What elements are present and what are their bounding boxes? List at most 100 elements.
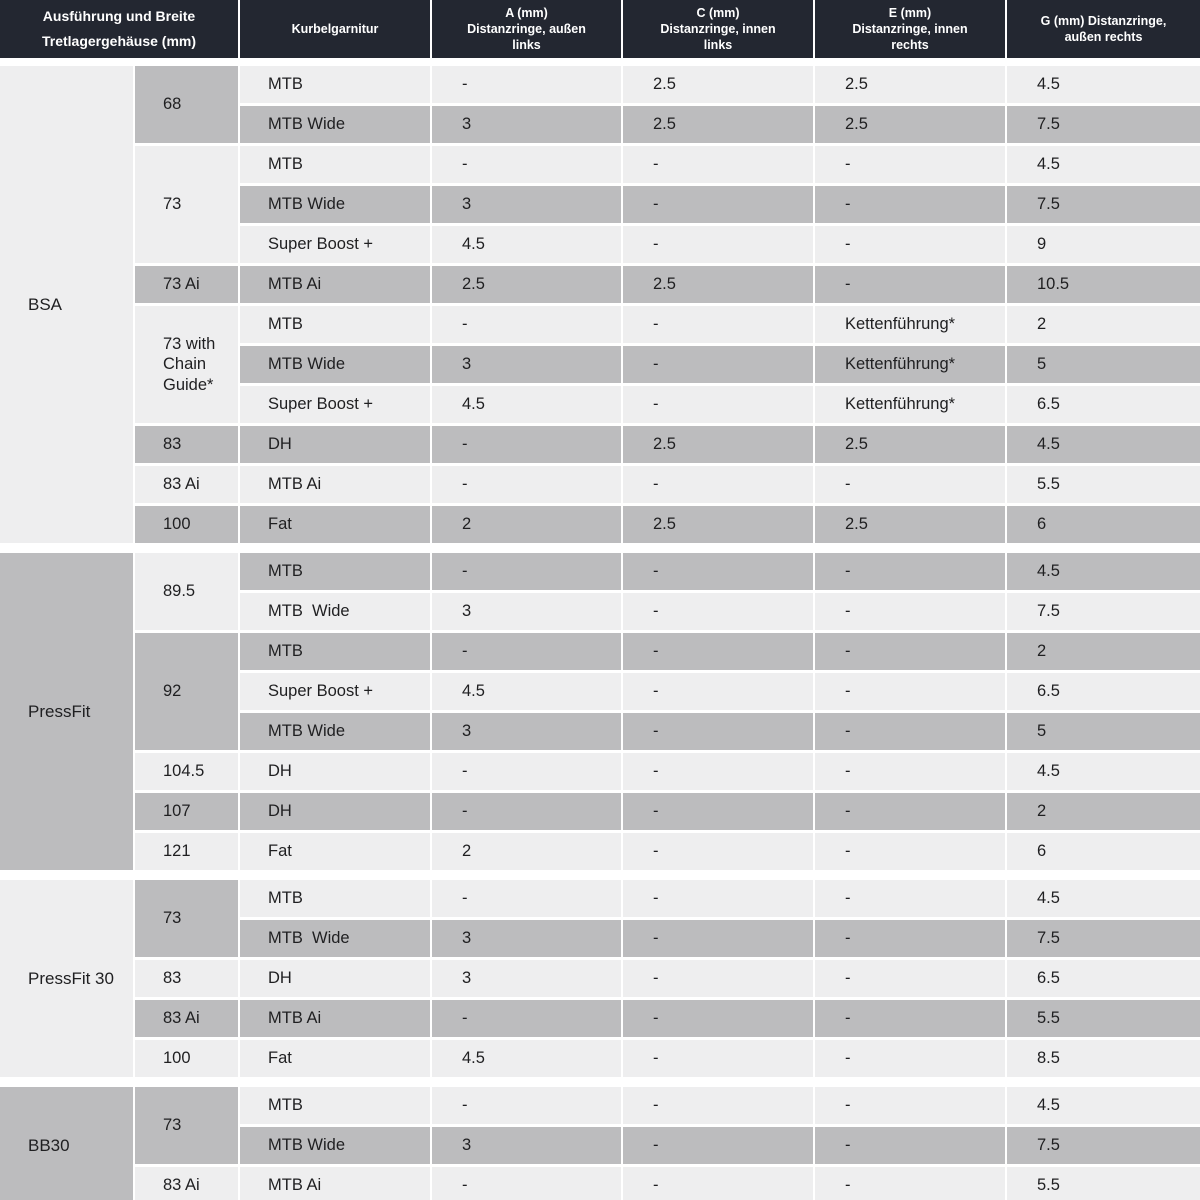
shell-width-cell: 104.5 <box>135 753 238 790</box>
shell-width-cell: 83 Ai <box>135 1167 238 1200</box>
spacer-value-a-cell: 4.5 <box>432 1040 621 1077</box>
spacer-value-a-cell: 3 <box>432 1127 621 1164</box>
spacer-value-c-cell: 2.5 <box>623 426 813 463</box>
spacer-value-c-cell: 2.5 <box>623 506 813 543</box>
section-bb30: BB30 73 MTB - - -4.5 MTB Wide 3- -7.5 83 Ai MTB Ai… <box>0 1087 1200 1200</box>
crankset-cell: MTB Wide <box>240 346 430 383</box>
spacer-value-a-cell: 3 <box>432 186 621 223</box>
shell-width-cell: 73 Ai <box>135 266 238 303</box>
spacer-value-c-cell: - <box>623 920 813 957</box>
spacer-value-g-cell: 5 <box>1007 713 1200 750</box>
spacer-value-e-cell: - <box>815 633 1005 670</box>
crankset-cell: MTB <box>240 880 430 917</box>
spacer-value-c-cell: - <box>623 713 813 750</box>
spacer-value-g-cell: 6.5 <box>1007 386 1200 423</box>
spacer-value-g-cell: 5.5 <box>1007 1167 1200 1200</box>
shell-width-cell: 73 <box>135 880 238 957</box>
shell-width-cell: 92 <box>135 633 238 750</box>
spacer-value-e-cell: - <box>815 186 1005 223</box>
spacer-value-e-cell: - <box>815 266 1005 303</box>
spacer-value-e-cell: - <box>815 1040 1005 1077</box>
shell-width-cell: 89.5 <box>135 553 238 630</box>
crankset-cell: MTB Ai <box>240 1000 430 1037</box>
spacer-value-c-cell: - <box>623 593 813 630</box>
spacer-value-e-cell: Kettenführung* <box>815 346 1005 383</box>
shell-width-cell: 73 <box>135 1087 238 1164</box>
spacer-value-c-cell: - <box>623 466 813 503</box>
spacer-value-e-cell: 2.5 <box>815 426 1005 463</box>
shell-width-cell: 73 with Chain Guide* <box>135 306 238 423</box>
shell-width-cell: 83 <box>135 960 238 997</box>
crankset-cell: Fat <box>240 833 430 870</box>
spacer-value-g-cell: 5.5 <box>1007 466 1200 503</box>
spacer-value-c-cell: - <box>623 1000 813 1037</box>
spacer-value-c-cell: - <box>623 186 813 223</box>
header-crankset-column: Kurbelgarnitur <box>240 0 430 58</box>
shell-width-cell: 83 Ai <box>135 466 238 503</box>
crankset-cell: MTB Ai <box>240 1167 430 1200</box>
shell-type-cell: PressFit <box>0 553 133 870</box>
crankset-cell: MTB Wide <box>240 713 430 750</box>
spacer-value-g-cell: 6.5 <box>1007 673 1200 710</box>
spacer-value-a-cell: - <box>432 633 621 670</box>
spacer-value-g-cell: 4.5 <box>1007 880 1200 917</box>
crankset-cell: MTB <box>240 146 430 183</box>
shell-width-cell: 100 <box>135 1040 238 1077</box>
header-a-spacer-column: A (mm) Distanzringe, außen links <box>432 0 621 58</box>
header-g-spacer-column: G (mm) Distanzringe, außen rechts <box>1007 0 1200 58</box>
spacer-value-a-cell: - <box>432 66 621 103</box>
spacer-value-a-cell: - <box>432 793 621 830</box>
spacer-value-c-cell: - <box>623 1127 813 1164</box>
crankset-cell: MTB <box>240 553 430 590</box>
crankset-cell: Fat <box>240 1040 430 1077</box>
spacer-value-a-cell: 3 <box>432 106 621 143</box>
spacer-value-g-cell: 4.5 <box>1007 553 1200 590</box>
spacer-value-c-cell: - <box>623 880 813 917</box>
spacer-value-c-cell: - <box>623 1167 813 1200</box>
crankset-cell: Super Boost + <box>240 386 430 423</box>
spacer-value-e-cell: - <box>815 593 1005 630</box>
header-shell-width-column: Ausführung und Breite Tretlagergehäuse (… <box>0 0 238 58</box>
spacer-value-e-cell: - <box>815 1127 1005 1164</box>
spacer-value-g-cell: 4.5 <box>1007 1087 1200 1124</box>
spacer-value-g-cell: 4.5 <box>1007 753 1200 790</box>
spacer-value-a-cell: - <box>432 426 621 463</box>
spacer-value-g-cell: 4.5 <box>1007 66 1200 103</box>
shell-width-cell: 83 <box>135 426 238 463</box>
spacer-value-g-cell: 5 <box>1007 346 1200 383</box>
spacer-value-e-cell: - <box>815 713 1005 750</box>
shell-type-cell: BB30 <box>0 1087 133 1200</box>
spacer-value-e-cell: 2.5 <box>815 66 1005 103</box>
spacer-value-a-cell: 3 <box>432 713 621 750</box>
shell-width-cell: 68 <box>135 66 238 143</box>
spacer-value-a-cell: - <box>432 1087 621 1124</box>
spacer-value-c-cell: - <box>623 226 813 263</box>
spacer-value-a-cell: - <box>432 553 621 590</box>
spacer-value-a-cell: 4.5 <box>432 226 621 263</box>
crankset-cell: DH <box>240 426 430 463</box>
spacer-value-c-cell: 2.5 <box>623 106 813 143</box>
crankset-cell: MTB Wide <box>240 186 430 223</box>
spacer-value-a-cell: 3 <box>432 960 621 997</box>
spacer-value-g-cell: 7.5 <box>1007 1127 1200 1164</box>
spacer-value-a-cell: 4.5 <box>432 673 621 710</box>
spacer-value-g-cell: 8.5 <box>1007 1040 1200 1077</box>
crankset-cell: Super Boost + <box>240 226 430 263</box>
spacer-value-g-cell: 6 <box>1007 833 1200 870</box>
spacer-value-e-cell: Kettenführung* <box>815 306 1005 343</box>
spacer-value-c-cell: - <box>623 306 813 343</box>
spacer-value-c-cell: - <box>623 146 813 183</box>
crankset-cell: MTB Wide <box>240 1127 430 1164</box>
spacer-value-c-cell: - <box>623 1040 813 1077</box>
spacer-value-a-cell: 3 <box>432 346 621 383</box>
spacer-value-c-cell: 2.5 <box>623 66 813 103</box>
crankset-cell: DH <box>240 793 430 830</box>
table-body: BSA 68 MTB -2.5 2.5 4.5 MTB Wide 3 2.5 2.5 7.5 73 MT… <box>0 66 1200 1200</box>
table-header-row: Ausführung und Breite Tretlagergehäuse (… <box>0 0 1200 58</box>
spacer-value-e-cell: Kettenführung* <box>815 386 1005 423</box>
section-pressfit-30: PressFit 30 73 MTB - - -4.5 MTB Wide 3- -7.5 83 DH… <box>0 880 1200 1077</box>
shell-type-cell: BSA <box>0 66 133 543</box>
spacer-value-e-cell: - <box>815 146 1005 183</box>
section-bsa: BSA 68 MTB -2.5 2.5 4.5 MTB Wide 3 2.5 2.5 7.5 73 MT… <box>0 66 1200 543</box>
